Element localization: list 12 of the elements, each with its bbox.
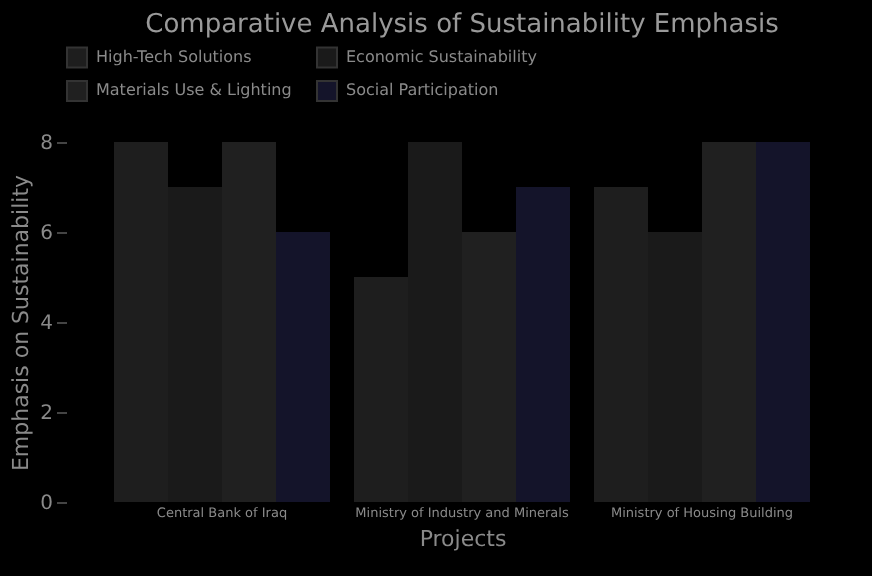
- y-tick-label: 6: [40, 223, 53, 245]
- y-tick-label: 2: [40, 403, 53, 425]
- y-tick-label: 8: [40, 133, 53, 155]
- y-tick-label: 4: [40, 313, 53, 335]
- legend-label: High-Tech Solutions: [96, 47, 252, 66]
- y-axis-title: Emphasis on Sustainability: [8, 173, 35, 472]
- y-tick-label: 0: [40, 493, 53, 515]
- chart-title: Comparative Analysis of Sustainability Emphasis: [145, 10, 780, 40]
- legend-label: Social Participation: [346, 81, 499, 99]
- legend-label: Materials Use & Lighting: [96, 81, 292, 99]
- legend-label: Economic Sustainability: [346, 47, 538, 66]
- x-axis-title: Projects: [419, 526, 507, 552]
